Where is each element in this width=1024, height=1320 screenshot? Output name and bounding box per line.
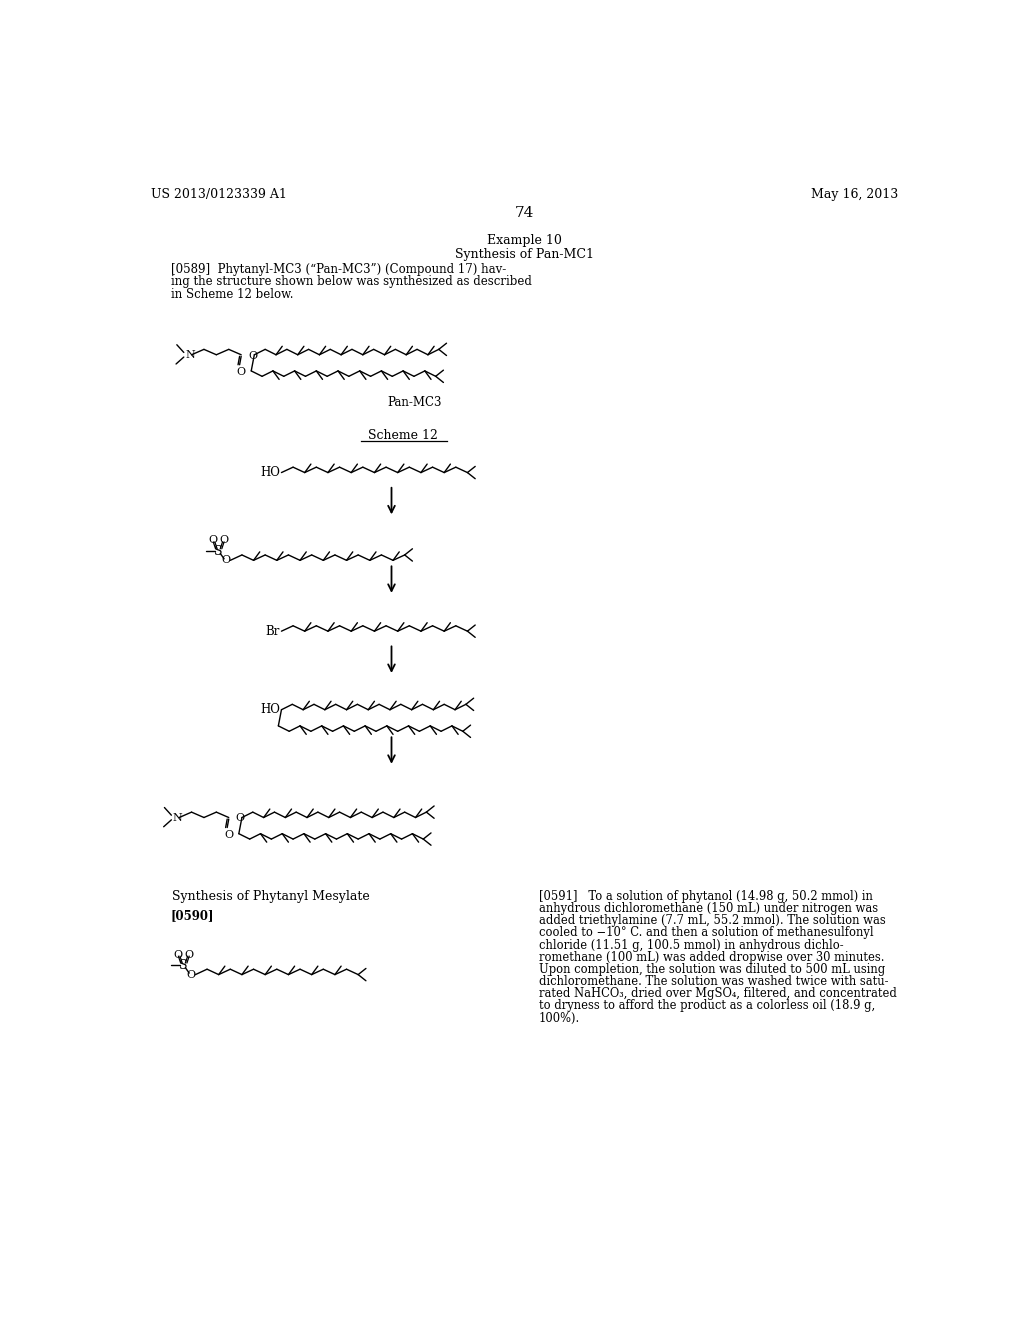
Text: O: O [184, 949, 194, 960]
Text: Upon completion, the solution was diluted to 500 mL using: Upon completion, the solution was dilute… [539, 962, 885, 975]
Text: O: O [248, 351, 257, 360]
Text: O: O [224, 830, 233, 840]
Text: O: O [186, 970, 196, 979]
Text: HO: HO [260, 704, 280, 717]
Text: O: O [173, 949, 182, 960]
Text: rated NaHCO₃, dried over MgSO₄, filtered, and concentrated: rated NaHCO₃, dried over MgSO₄, filtered… [539, 987, 897, 1001]
Text: [0590]: [0590] [171, 909, 214, 923]
Text: chloride (11.51 g, 100.5 mmol) in anhydrous dichlo-: chloride (11.51 g, 100.5 mmol) in anhydr… [539, 939, 844, 952]
Text: O: O [236, 813, 245, 824]
Text: 100%).: 100%). [539, 1011, 580, 1024]
Text: O: O [208, 536, 217, 545]
Text: S: S [214, 545, 222, 557]
Text: US 2013/0123339 A1: US 2013/0123339 A1 [152, 187, 287, 201]
Text: anhydrous dichloromethane (150 mL) under nitrogen was: anhydrous dichloromethane (150 mL) under… [539, 902, 878, 915]
Text: 74: 74 [515, 206, 535, 220]
Text: to dryness to afford the product as a colorless oil (18.9 g,: to dryness to afford the product as a co… [539, 999, 874, 1012]
Text: N: N [185, 350, 196, 360]
Text: [0591]   To a solution of phytanol (14.98 g, 50.2 mmol) in: [0591] To a solution of phytanol (14.98 … [539, 890, 872, 903]
Text: Synthesis of Phytanyl Mesylate: Synthesis of Phytanyl Mesylate [172, 890, 371, 903]
Text: O: O [237, 367, 246, 378]
Text: N: N [173, 813, 182, 822]
Text: added triethylamine (7.7 mL, 55.2 mmol). The solution was: added triethylamine (7.7 mL, 55.2 mmol).… [539, 915, 886, 927]
Text: Scheme 12: Scheme 12 [369, 429, 438, 442]
Text: Pan-MC3: Pan-MC3 [387, 396, 442, 409]
Text: dichloromethane. The solution was washed twice with satu-: dichloromethane. The solution was washed… [539, 975, 888, 989]
Text: O: O [219, 536, 228, 545]
Text: [0589]  Phytanyl-MC3 (“Pan-MC3”) (Compound 17) hav-: [0589] Phytanyl-MC3 (“Pan-MC3”) (Compoun… [171, 263, 506, 276]
Text: Synthesis of Pan-MC1: Synthesis of Pan-MC1 [456, 248, 594, 261]
Text: romethane (100 mL) was added dropwise over 30 minutes.: romethane (100 mL) was added dropwise ov… [539, 950, 885, 964]
Text: S: S [179, 958, 187, 972]
Text: May 16, 2013: May 16, 2013 [811, 187, 898, 201]
Text: cooled to −10° C. and then a solution of methanesulfonyl: cooled to −10° C. and then a solution of… [539, 927, 873, 940]
Text: O: O [221, 556, 230, 565]
Text: Br: Br [265, 624, 280, 638]
Text: in Scheme 12 below.: in Scheme 12 below. [171, 288, 293, 301]
Text: Example 10: Example 10 [487, 234, 562, 247]
Text: ing the structure shown below was synthesized as described: ing the structure shown below was synthe… [171, 276, 531, 289]
Text: HO: HO [260, 466, 280, 479]
